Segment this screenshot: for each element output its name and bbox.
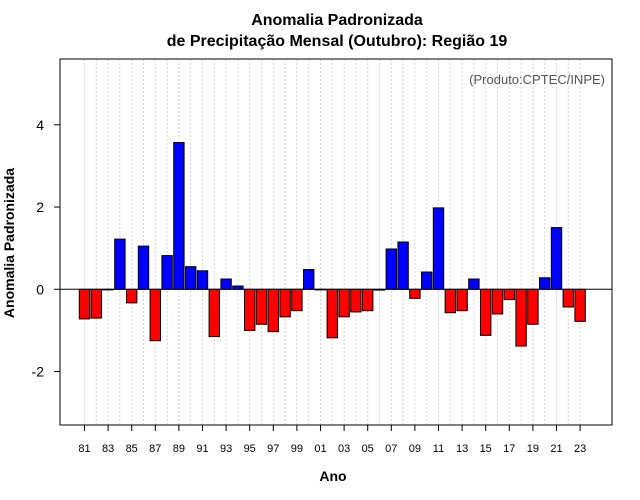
bar-2002 [326,288,339,339]
x-tick-label: 15 [480,443,492,455]
bar-2017 [503,288,516,301]
x-tick-label: 85 [126,443,138,455]
bar-1984 [114,238,126,290]
x-tick-label: 05 [362,443,374,455]
y-tick-label: 0 [36,281,44,297]
x-tick-label: 91 [196,443,208,455]
x-tick-label: 97 [267,443,279,455]
plot-frame [59,58,613,426]
x-tick-label: 23 [574,443,586,455]
x-axis-title: Ano [319,468,346,484]
bar-2020 [539,277,551,290]
bar-2007 [385,248,398,290]
bar-2023 [574,288,586,322]
bar-1981 [78,288,91,320]
chart-subtitle: de Precipitação Mensal (Outubro): Região… [167,33,508,50]
bar-1998 [279,288,291,318]
x-tick-label: 21 [550,443,562,455]
bar-2018 [515,288,527,347]
bar-2019 [527,288,539,325]
x-tick-label: 11 [433,443,444,455]
credit-label: (Produto:CPTEC/INPE) [469,72,605,87]
bar-1983 [102,288,114,291]
y-tick-label: -2 [32,364,45,380]
x-tick-label: 93 [220,443,232,455]
bar-1989 [173,141,185,290]
x-tick-label: 07 [385,443,397,455]
bar-1982 [90,288,102,319]
bar-2009 [409,288,421,299]
bar-1990 [185,266,197,290]
bar-1999 [291,288,303,312]
y-tick-label: 4 [36,117,44,133]
bar-1994 [232,285,244,290]
x-tick-label: 03 [338,443,350,455]
x-axis: 81 83 85 87 89 91 93 95 97 99 01 03 05 07 09 11 13 15 17 19… [78,425,586,455]
bar-1993 [220,278,232,290]
bars [78,141,586,347]
x-tick-label: 17 [503,443,515,455]
bar-2004 [350,288,362,313]
x-tick-label: 83 [102,443,114,455]
chart-title: Anomalia Padronizada [251,12,423,29]
x-tick-label: 95 [244,443,256,455]
x-tick-label: 99 [291,443,303,455]
bar-2008 [397,241,409,290]
bar-2015 [480,288,492,336]
bar-1996 [255,288,268,325]
bar-2013 [456,288,468,312]
y-tick-label: 2 [36,199,44,215]
bar-2012 [444,288,457,314]
x-tick-label: 01 [314,443,326,455]
x-tick-label: 13 [456,443,468,455]
bar-1991 [196,270,209,290]
x-tick-label: 19 [527,443,539,455]
bar-2021 [550,227,563,290]
bar-2011 [432,207,445,290]
grid-lines [84,59,581,425]
x-tick-label: 87 [149,443,161,455]
x-tick-label: 89 [173,443,185,455]
bar-2010 [421,271,433,290]
bar-2016 [491,288,504,315]
y-axis-title: Anomalia Padronizada [1,168,17,318]
bar-2006 [373,288,386,291]
bar-1988 [161,255,173,290]
bar-1985 [126,288,138,304]
bar-2001 [314,288,327,291]
x-tick-label: 81 [78,443,90,455]
bar-2014 [468,278,480,290]
y-axis: -2 0 2 4 [32,117,60,380]
x-tick-label: 09 [409,443,421,455]
bar-2022 [562,288,574,308]
bar-2005 [362,288,374,312]
bar-1995 [244,288,256,331]
bar-1986 [137,245,150,290]
bar-2000 [303,269,315,290]
bar-1997 [267,288,280,333]
bar-1987 [149,288,162,342]
bar-2003 [338,288,350,318]
bar-1992 [208,288,221,338]
